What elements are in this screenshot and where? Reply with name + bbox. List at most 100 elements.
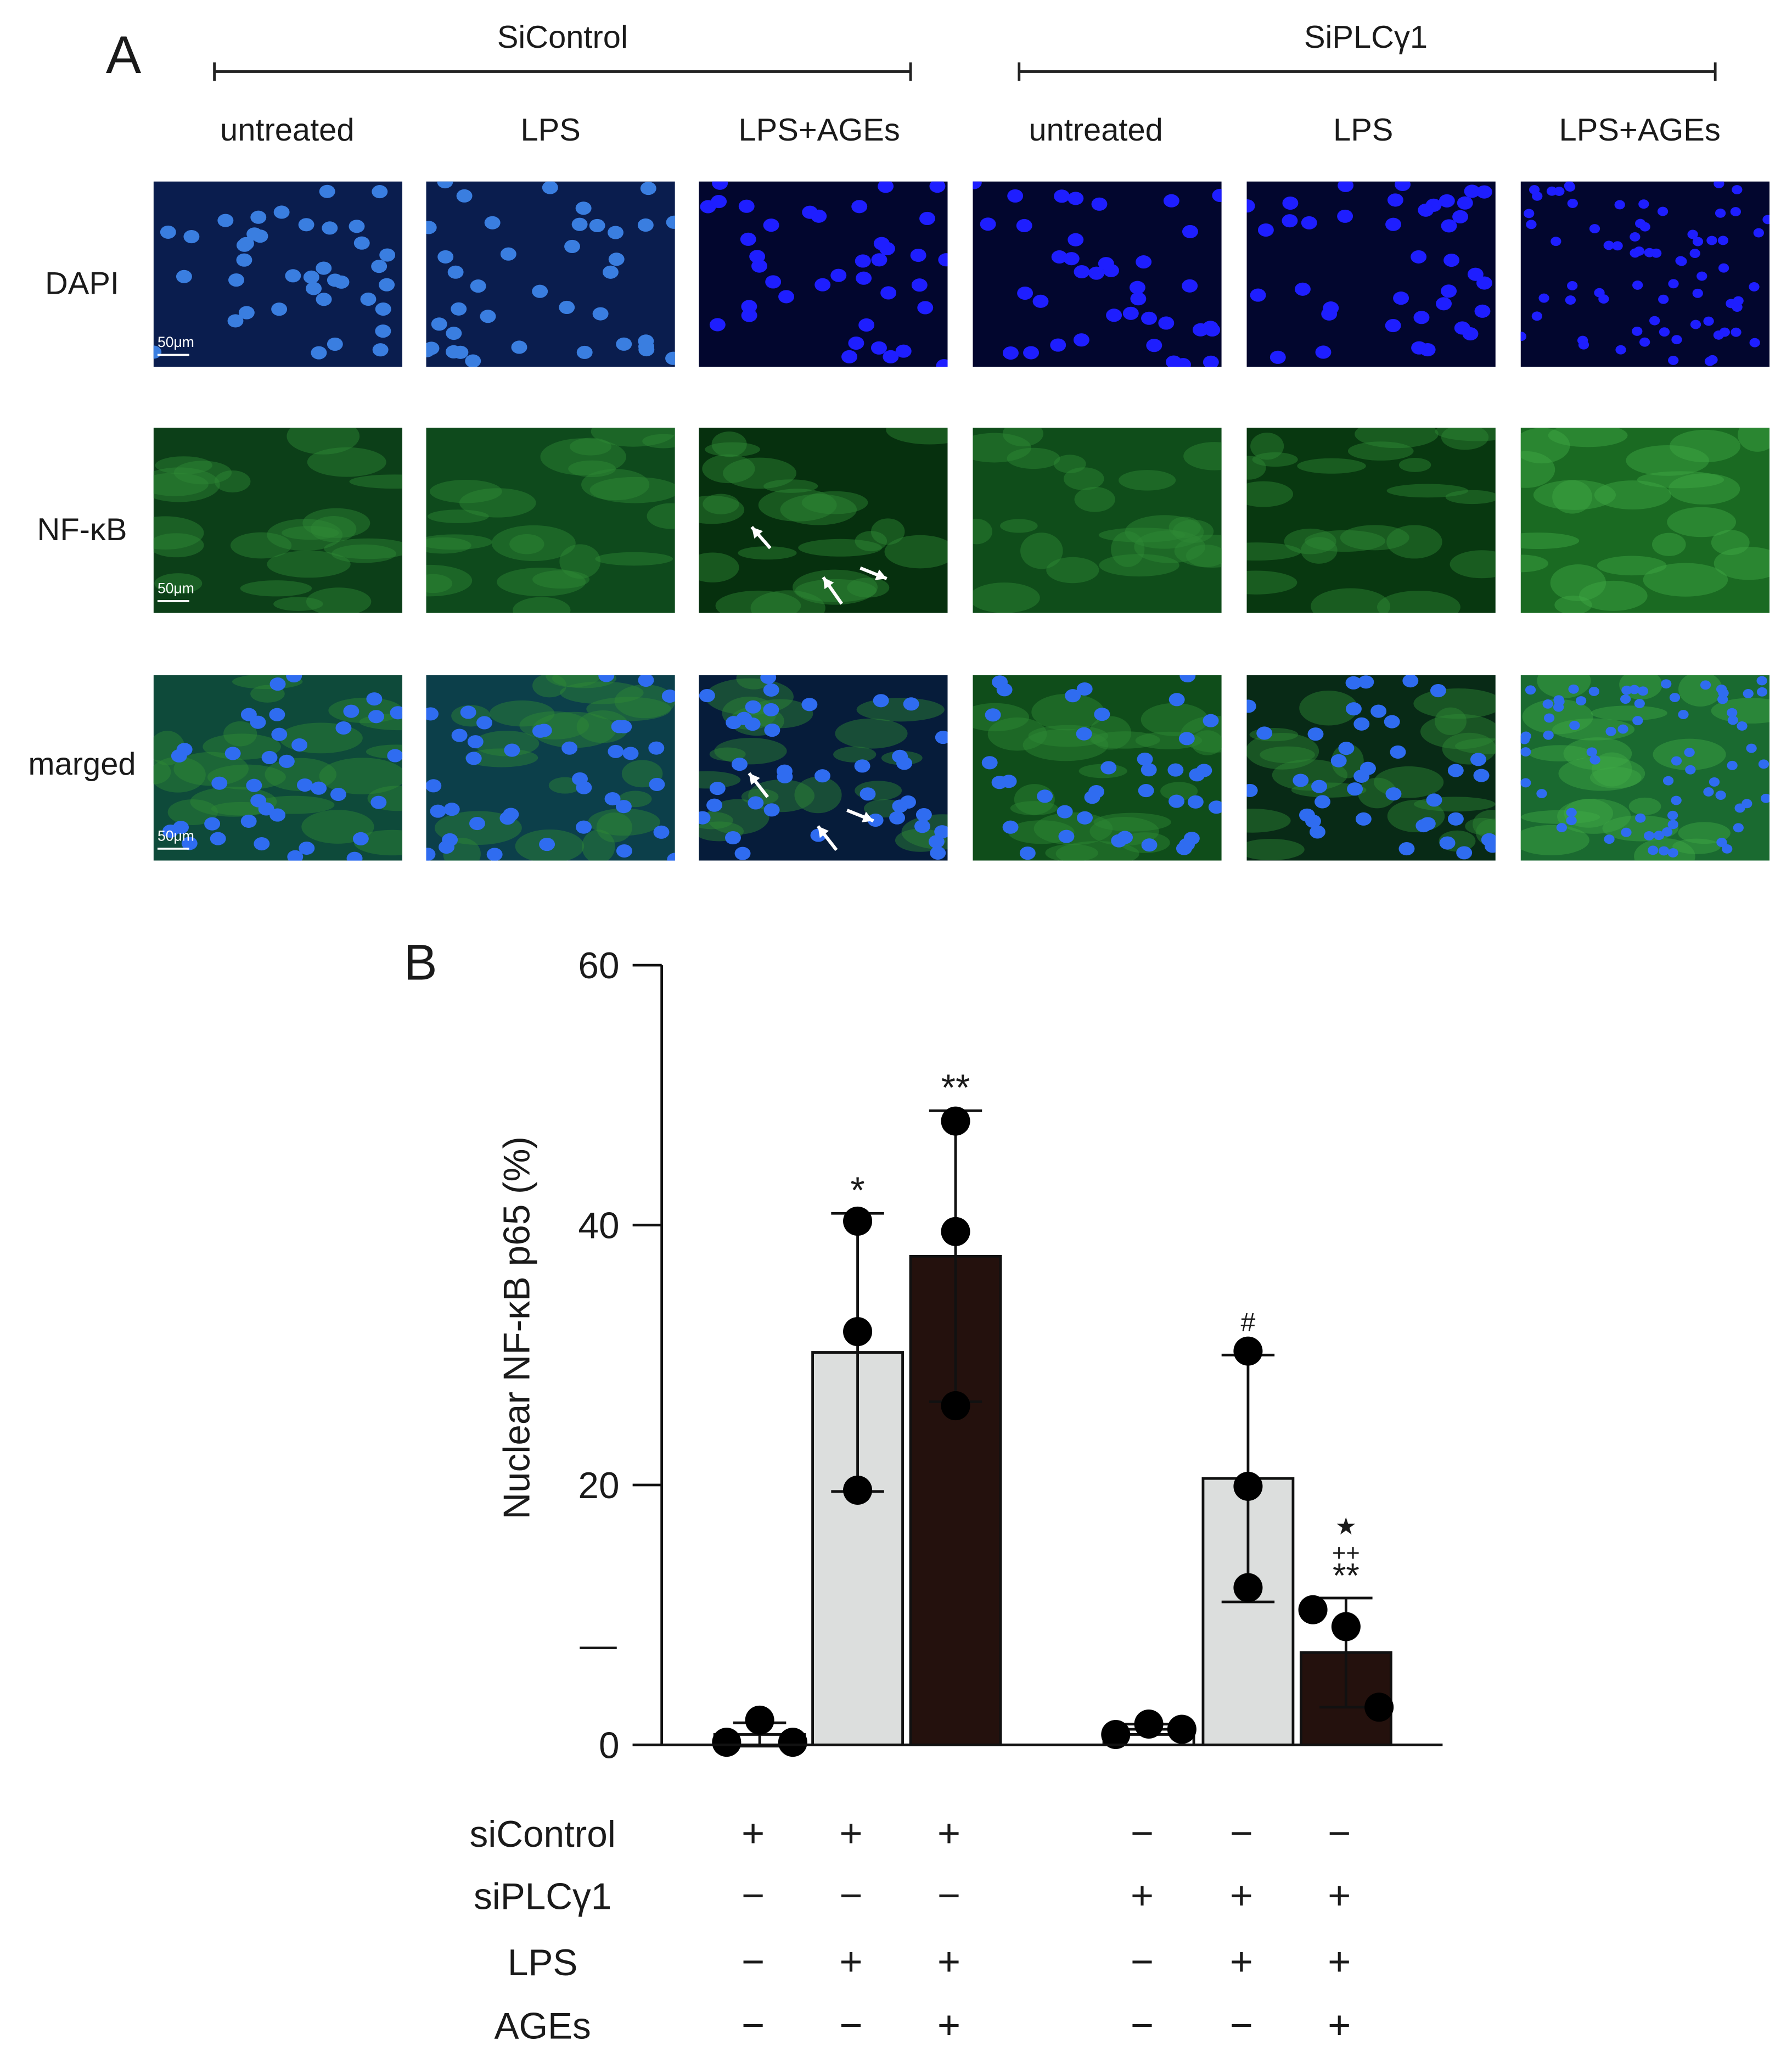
nucleus xyxy=(1567,281,1578,290)
nucleus xyxy=(1569,720,1580,730)
cell xyxy=(1284,528,1336,554)
data-point xyxy=(1364,1692,1394,1722)
cell xyxy=(702,454,755,484)
nucleus xyxy=(1753,228,1764,238)
nucleus xyxy=(1659,327,1670,337)
nucleus xyxy=(1718,263,1729,273)
nucleus xyxy=(1746,743,1757,753)
nucleus xyxy=(1057,805,1073,819)
nucleus xyxy=(311,346,327,360)
nucleus xyxy=(1727,760,1738,770)
data-point xyxy=(1233,1471,1263,1501)
y-tick-label: 60 xyxy=(578,945,619,987)
cell xyxy=(532,570,590,589)
condition-sign: + xyxy=(937,2004,960,2048)
cell xyxy=(153,756,206,793)
nucleus xyxy=(278,754,295,768)
nucleus xyxy=(744,718,761,731)
nucleus xyxy=(446,327,462,340)
micrograph xyxy=(153,181,403,367)
cell xyxy=(1711,698,1770,724)
nucleus xyxy=(1737,721,1748,731)
cell xyxy=(267,519,343,551)
nucleus xyxy=(1037,789,1053,803)
nucleus xyxy=(1733,296,1744,306)
cell xyxy=(793,569,878,605)
cell xyxy=(532,711,616,748)
cell xyxy=(746,699,813,728)
nucleus xyxy=(725,831,741,845)
nucleus xyxy=(1536,789,1547,798)
nucleus xyxy=(1690,320,1701,329)
nucleus xyxy=(1175,358,1191,367)
cell xyxy=(750,590,825,613)
cell xyxy=(153,516,204,550)
nucleus xyxy=(465,752,482,765)
nucleus xyxy=(246,227,263,241)
nucleus xyxy=(486,848,503,861)
nucleus xyxy=(273,205,290,219)
panel-label: A xyxy=(106,26,142,85)
nucleus xyxy=(1068,233,1084,246)
nucleus xyxy=(539,838,555,851)
cell xyxy=(758,489,837,522)
cell xyxy=(1435,707,1467,736)
nucleus xyxy=(1473,769,1490,782)
cell xyxy=(856,698,945,722)
nucleus xyxy=(1398,842,1415,856)
cell xyxy=(581,469,650,501)
cell xyxy=(699,771,741,789)
cell xyxy=(1340,525,1409,551)
nucleus xyxy=(1639,337,1650,347)
nucleus xyxy=(1687,229,1698,239)
nucleus xyxy=(1337,209,1353,223)
nucleus xyxy=(1470,753,1486,766)
data-point xyxy=(1134,1710,1164,1739)
nucleus xyxy=(460,705,476,719)
nucleus xyxy=(1309,825,1325,839)
nucleus xyxy=(1620,694,1631,704)
data-point xyxy=(1298,1595,1328,1624)
nucleus xyxy=(929,181,946,193)
cell xyxy=(1053,455,1086,473)
significance: ★ xyxy=(1335,1514,1357,1540)
cell xyxy=(1002,428,1043,447)
nucleus xyxy=(648,741,665,755)
nucleus xyxy=(741,300,757,313)
nucleus xyxy=(622,747,639,760)
nucleus xyxy=(269,708,285,721)
cell xyxy=(1098,528,1186,542)
nucleus xyxy=(858,318,875,332)
nucleus xyxy=(1098,257,1114,271)
nucleus xyxy=(980,217,996,231)
y-tick-label: 40 xyxy=(578,1206,619,1247)
cell xyxy=(1589,767,1642,788)
nucleus xyxy=(238,306,255,320)
nucleus xyxy=(928,835,945,849)
nucleus xyxy=(1717,694,1728,704)
nucleus xyxy=(1520,778,1531,788)
nucleus xyxy=(740,232,756,246)
cell xyxy=(1520,428,1570,464)
nucleus xyxy=(1661,827,1673,837)
cell xyxy=(589,477,675,503)
cell xyxy=(1246,733,1319,770)
nucleus xyxy=(1436,297,1452,311)
nucleus xyxy=(1638,199,1649,209)
nucleus xyxy=(1076,682,1093,696)
micrograph xyxy=(973,428,1222,613)
cell xyxy=(154,573,203,594)
nucleus xyxy=(1355,812,1372,826)
cell xyxy=(540,438,626,475)
cell xyxy=(560,681,644,704)
cell xyxy=(794,776,842,814)
nucleus xyxy=(271,302,288,316)
nucleus xyxy=(371,260,387,273)
nucleus xyxy=(269,677,286,691)
cell xyxy=(1093,812,1171,832)
nucleus xyxy=(250,715,266,729)
cell xyxy=(1558,756,1645,791)
cell xyxy=(1563,737,1632,770)
cell xyxy=(1597,556,1667,576)
nucleus xyxy=(536,724,552,737)
